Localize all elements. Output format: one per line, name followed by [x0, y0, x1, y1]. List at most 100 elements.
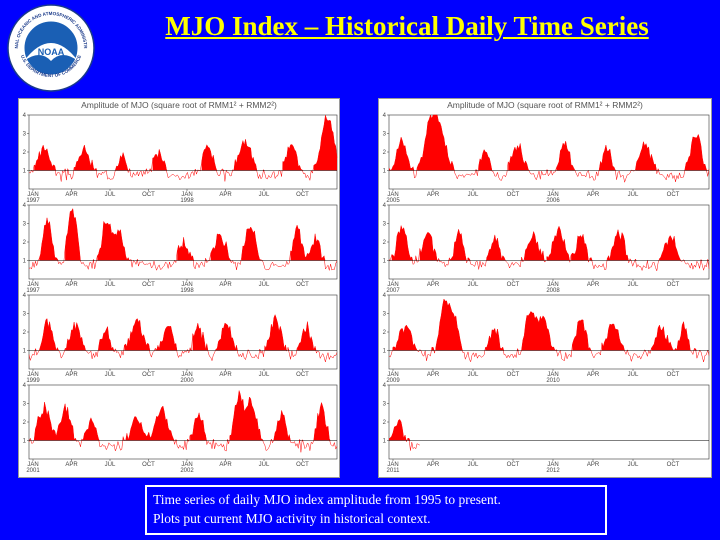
- x-tick-label: APR: [427, 372, 440, 378]
- x-tick-label: OCT: [667, 372, 680, 378]
- year-label: 1998: [180, 198, 194, 204]
- y-tick-label: 2: [23, 420, 27, 426]
- x-tick-label: APR: [65, 192, 78, 198]
- x-tick-label: JAN: [547, 282, 558, 288]
- x-tick-label: JUL: [105, 282, 116, 288]
- chart-1-subplot-0: 1 2 3 4 JAN APR JUL OCT JAN APR JUL OCT 2005 2006: [383, 113, 710, 204]
- y-tick-label: 3: [23, 132, 27, 138]
- x-tick-label: JUL: [628, 372, 639, 378]
- x-tick-label: JUL: [628, 462, 639, 468]
- x-tick-label: APR: [427, 282, 440, 288]
- chart-0-subplot-2: 1 2 3 4 JAN APR JUL OCT JAN APR JUL OCT 1999 2000: [23, 293, 338, 384]
- amplitude-line: [388, 225, 710, 272]
- x-tick-label: OCT: [507, 462, 520, 468]
- x-tick-label: JUL: [259, 462, 270, 468]
- year-label: 1997: [26, 198, 40, 204]
- x-tick-label: JAN: [387, 462, 398, 468]
- y-tick-label: 3: [23, 402, 27, 408]
- x-tick-label: JAN: [181, 462, 192, 468]
- x-tick-label: JAN: [181, 282, 192, 288]
- x-tick-label: JAN: [387, 282, 398, 288]
- x-tick-label: JAN: [547, 372, 558, 378]
- y-tick-label: 4: [383, 383, 387, 389]
- x-tick-label: APR: [587, 372, 600, 378]
- x-tick-label: OCT: [667, 282, 680, 288]
- x-tick-label: OCT: [296, 282, 309, 288]
- x-tick-label: APR: [587, 462, 600, 468]
- x-tick-label: JUL: [468, 192, 479, 198]
- y-tick-label: 2: [383, 240, 387, 246]
- amplitude-area: [30, 390, 331, 441]
- caption-line-2: Plots put current MJO activity in histor…: [153, 511, 431, 526]
- amplitude-line: [28, 313, 338, 363]
- y-tick-label: 2: [383, 420, 387, 426]
- x-tick-label: APR: [65, 462, 78, 468]
- x-tick-label: JUL: [468, 372, 479, 378]
- y-tick-label: 4: [383, 203, 387, 209]
- amplitude-area: [35, 314, 317, 351]
- year-label: 2005: [386, 198, 400, 204]
- subplot-frame: [388, 384, 710, 460]
- x-tick-label: JAN: [27, 282, 38, 288]
- x-tick-label: JAN: [547, 192, 558, 198]
- x-tick-label: OCT: [142, 372, 155, 378]
- amplitude-line: [28, 390, 338, 453]
- x-tick-label: JUL: [628, 192, 639, 198]
- x-tick-label: OCT: [507, 372, 520, 378]
- chart-panel-left: Amplitude of MJO (square root of RMM1² +…: [18, 98, 340, 478]
- year-label: 2002: [180, 468, 194, 474]
- y-tick-label: 2: [23, 150, 27, 156]
- x-tick-label: JUL: [259, 192, 270, 198]
- y-tick-label: 1: [383, 439, 387, 445]
- x-tick-label: JAN: [181, 372, 192, 378]
- chart-0-subplot-1: 1 2 3 4 JAN APR JUL OCT JAN APR JUL OCT 1997 1998: [23, 203, 338, 294]
- x-tick-label: OCT: [507, 282, 520, 288]
- chart-1-subplot-2: 1 2 3 4 JAN APR JUL OCT JAN APR JUL OCT 2009 2010: [383, 293, 710, 384]
- x-tick-label: APR: [219, 372, 232, 378]
- x-tick-label: APR: [219, 192, 232, 198]
- x-tick-label: OCT: [507, 192, 520, 198]
- y-tick-label: 2: [23, 240, 27, 246]
- x-tick-label: JAN: [27, 192, 38, 198]
- x-tick-label: OCT: [296, 372, 309, 378]
- y-tick-label: 1: [23, 439, 27, 445]
- chart-1-subplot-3: 1 2 3 4 JAN APR JUL OCT JAN APR JUL OCT 2011 2012: [383, 383, 710, 474]
- y-tick-label: 3: [23, 222, 27, 228]
- x-tick-label: JUL: [468, 462, 479, 468]
- x-tick-label: OCT: [667, 462, 680, 468]
- x-tick-label: APR: [219, 282, 232, 288]
- y-tick-label: 3: [383, 222, 387, 228]
- caption-line-1: Time series of daily MJO index amplitude…: [153, 492, 501, 507]
- logo-seagull: [24, 43, 78, 61]
- x-tick-label: JUL: [468, 282, 479, 288]
- chart-0-subplot-3: 1 2 3 4 JAN APR JUL OCT JAN APR JUL OCT 2001 2002: [23, 383, 338, 474]
- x-tick-label: APR: [587, 192, 600, 198]
- x-tick-label: JAN: [27, 372, 38, 378]
- x-tick-label: JAN: [547, 462, 558, 468]
- amplitude-area: [389, 115, 709, 171]
- x-tick-label: OCT: [142, 462, 155, 468]
- y-tick-label: 1: [23, 259, 27, 265]
- chart-panel-right: Amplitude of MJO (square root of RMM1² +…: [378, 98, 712, 478]
- x-tick-label: JUL: [259, 282, 270, 288]
- amplitude-line: [388, 298, 710, 363]
- amplitude-area: [389, 225, 709, 261]
- y-tick-label: 1: [383, 169, 387, 175]
- year-label: 2012: [546, 468, 560, 474]
- x-tick-label: JUL: [105, 372, 116, 378]
- x-tick-label: APR: [65, 282, 78, 288]
- x-tick-label: JAN: [387, 372, 398, 378]
- subplot-frame: [388, 204, 710, 280]
- amplitude-line: [388, 419, 420, 451]
- year-label: 2011: [387, 468, 401, 474]
- amplitude-line: [28, 115, 338, 182]
- y-tick-label: 1: [23, 349, 27, 355]
- year-label: 1999: [26, 378, 40, 384]
- amplitude-area: [393, 299, 709, 351]
- x-tick-label: JAN: [387, 192, 398, 198]
- x-tick-label: OCT: [667, 192, 680, 198]
- x-tick-label: APR: [219, 462, 232, 468]
- x-tick-label: OCT: [142, 282, 155, 288]
